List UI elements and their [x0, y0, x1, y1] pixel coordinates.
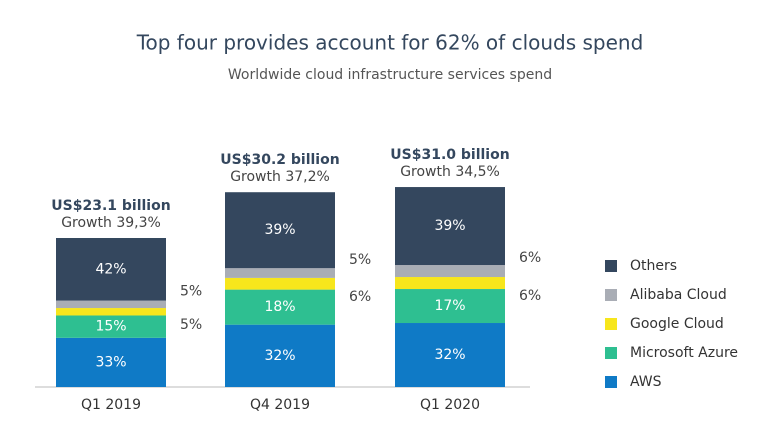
data-label: 42% [95, 261, 126, 277]
legend-label: Google Cloud [630, 316, 724, 332]
data-label: 33% [95, 354, 126, 370]
bar-segment [56, 337, 166, 387]
legend-swatch [605, 289, 617, 301]
bar-segment [56, 238, 166, 301]
legend-swatch [605, 347, 617, 359]
bar-segment [56, 315, 166, 338]
data-label: 5% [180, 283, 202, 299]
legend-label: Others [630, 258, 677, 274]
x-tick-label: Q1 2019 [81, 397, 141, 413]
legend-label: AWS [630, 374, 662, 390]
data-label: 39% [434, 218, 465, 234]
bar-segment [225, 192, 335, 269]
legend-label: Microsoft Azure [630, 345, 738, 361]
bar-segment [395, 265, 505, 278]
bar-segment [395, 323, 505, 387]
bar-segment [225, 268, 335, 278]
growth-label: Growth 34,5% [400, 164, 500, 180]
data-label: 18% [264, 299, 295, 315]
data-label: 5% [349, 252, 371, 268]
bar-segment [225, 289, 335, 325]
bar-segment [395, 187, 505, 266]
chart-subtitle: Worldwide cloud infrastructure services … [228, 67, 552, 83]
total-label: US$31.0 billion [390, 147, 509, 163]
total-label: US$30.2 billion [220, 152, 339, 168]
data-label: 32% [434, 347, 465, 363]
legend-swatch [605, 318, 617, 330]
data-label: 5% [180, 317, 202, 333]
legend-swatch [605, 260, 617, 272]
bar-segment [56, 308, 166, 316]
data-label: 17% [434, 298, 465, 314]
bar-segment [395, 277, 505, 290]
data-label: 39% [264, 222, 295, 238]
bar-segment [395, 289, 505, 324]
data-label: 32% [264, 348, 295, 364]
legend-label: Alibaba Cloud [630, 287, 727, 303]
bar-segment [56, 300, 166, 309]
data-label: 15% [95, 319, 126, 335]
growth-label: Growth 39,3% [61, 215, 161, 231]
bar-segment [225, 324, 335, 387]
bar-segment [225, 277, 335, 290]
total-label: US$23.1 billion [51, 198, 170, 214]
data-label: 6% [519, 250, 541, 266]
data-label: 6% [349, 289, 371, 305]
x-tick-label: Q4 2019 [250, 397, 310, 413]
growth-label: Growth 37,2% [230, 169, 330, 185]
data-label: 6% [519, 288, 541, 304]
x-tick-label: Q1 2020 [420, 397, 480, 413]
legend-swatch [605, 376, 617, 388]
chart-title: Top four provides account for 62% of clo… [136, 31, 644, 55]
